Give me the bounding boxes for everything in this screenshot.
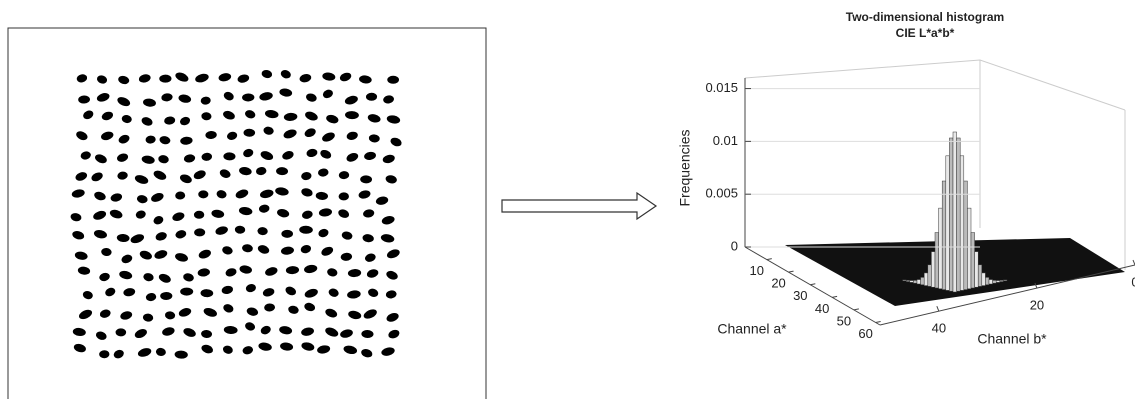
histogram-bar: [903, 280, 907, 281]
a-tick-label: 60: [858, 326, 872, 341]
histogram-bar: [910, 281, 914, 283]
histogram-bar: [978, 265, 982, 287]
b-tick-label: 20: [1030, 298, 1044, 313]
histogram-bar: [993, 280, 997, 283]
histogram-bar: [924, 273, 928, 286]
z-tick-label: 0.015: [705, 80, 738, 95]
b-tick-label: 0: [1131, 274, 1135, 289]
histogram-bar: [975, 252, 979, 288]
a-tick-label: 40: [815, 301, 829, 316]
histogram-bar: [946, 156, 950, 291]
dot: [198, 190, 208, 198]
b-tick-label: 40: [932, 321, 946, 336]
a-axis-label: Channel a*: [717, 321, 787, 337]
histogram-bar: [953, 132, 957, 292]
histogram-bar: [964, 181, 968, 290]
histogram-bar: [985, 277, 989, 284]
histogram-bar: [996, 281, 1000, 283]
histogram-bar: [942, 181, 946, 290]
histogram-bar: [949, 138, 953, 291]
histogram-bar: [939, 208, 943, 289]
histogram-bar: [928, 265, 932, 287]
dot: [180, 288, 193, 296]
histogram-bar: [960, 156, 964, 291]
figure: Two-dimensional histogram CIE L*a*b* Fre…: [0, 0, 1135, 399]
a-tick-label: 30: [793, 288, 807, 303]
title: CIE L*a*b*: [896, 26, 955, 40]
z-tick-label: 0.01: [713, 133, 738, 148]
a-tick-label: 20: [771, 276, 785, 291]
z-tick-label: 0: [731, 238, 738, 253]
histogram-bar: [917, 280, 921, 284]
histogram-bar: [921, 277, 925, 284]
a-tick-label: 10: [750, 263, 764, 278]
histogram-bar: [957, 138, 961, 291]
b-axis-label: Channel b*: [977, 331, 1047, 347]
histogram-bar: [982, 273, 986, 286]
z-axis-label: Frequencies: [677, 129, 693, 206]
histogram-bar: [971, 233, 975, 288]
dot: [194, 211, 204, 219]
histogram-bar: [935, 233, 939, 288]
title: Two-dimensional histogram: [846, 10, 1004, 24]
z-tick-label: 0.005: [705, 186, 738, 201]
histogram-bar: [1000, 280, 1004, 281]
histogram-bar: [967, 208, 971, 289]
a-tick-label: 50: [837, 313, 851, 328]
histogram-bar: [931, 252, 935, 288]
dot: [281, 230, 293, 238]
histogram-bar: [1003, 280, 1007, 281]
histogram-bar: [913, 280, 917, 283]
histogram-bar: [989, 280, 993, 284]
dot: [387, 76, 399, 84]
histogram-bar: [906, 280, 910, 281]
